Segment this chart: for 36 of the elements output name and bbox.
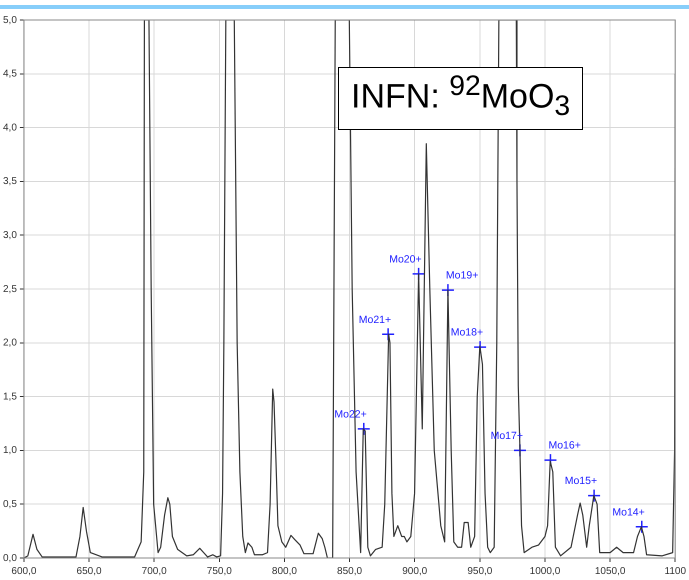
y-tick-label: 2,0	[2, 338, 18, 349]
point	[635, 520, 649, 534]
y-tick-label: 1,0	[2, 445, 18, 456]
x-tick-label: 650,0	[76, 566, 102, 577]
point	[441, 283, 455, 297]
point	[381, 327, 395, 341]
point	[513, 444, 527, 458]
y-tick-label: 4,5	[2, 68, 18, 80]
y-tick-label: 3,0	[2, 230, 18, 241]
x-tick-label: 900,0	[402, 566, 428, 577]
x-tick-label: 850,0	[337, 566, 363, 577]
point	[587, 488, 601, 502]
y-tick-label: 2,5	[2, 284, 18, 295]
x-tick-label: 600,0	[11, 566, 37, 577]
x-tick-label: 700,0	[142, 566, 168, 577]
annotation: Mo19+	[446, 270, 478, 282]
y-tick-label: 3,5	[2, 176, 18, 188]
annotation: Mo14+	[612, 506, 645, 518]
annotation: Mo20+	[389, 254, 422, 266]
y-tick-label: 5,0	[2, 14, 18, 26]
x-tick-label: 1000,0	[530, 566, 561, 577]
annotation: Mo16+	[548, 440, 581, 452]
x-tick-label: 1050,0	[594, 566, 626, 577]
x-tick-label: 950,0	[467, 566, 493, 577]
y-tick-label: 4,0	[2, 122, 18, 134]
x-tick-label: 800,0	[272, 566, 298, 577]
x-tick-label: 750,0	[206, 566, 232, 577]
y-tick-label: 1,5	[2, 391, 18, 402]
text: INFN: $^{92}$MoO$_{3}$	[338, 67, 584, 130]
annotation: Mo21+	[358, 314, 392, 326]
annotation: Mo18+	[450, 326, 484, 339]
annotation: Mo15+	[564, 475, 598, 488]
y-tick-label: 0,0	[2, 552, 18, 564]
x-tick-label: 1100	[664, 566, 686, 577]
y-tick-label: 0,5	[2, 498, 18, 510]
point	[357, 422, 371, 436]
